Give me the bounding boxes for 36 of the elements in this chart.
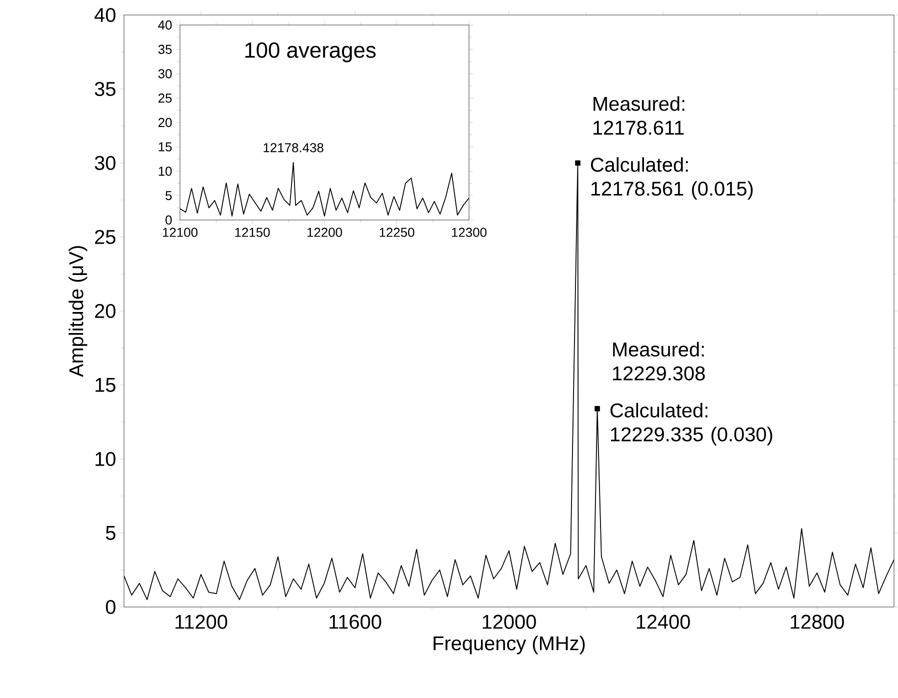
annotation: 100 averages	[245, 42, 376, 62]
y-tick-label: 0	[106, 600, 116, 614]
y-tick-label: 20	[95, 304, 116, 318]
annotation: Measured: 12178.611	[593, 96, 684, 135]
annotation: Measured: 12229.308	[613, 342, 705, 380]
y-axis-title: Amplitude (μV)	[68, 246, 88, 378]
y-tick-label: 20	[158, 118, 172, 128]
x-tick-label: 11600	[330, 614, 382, 629]
x-tick-label: 12400	[636, 614, 690, 629]
x-tick-label: 12150	[235, 228, 270, 237]
y-tick-label: 5	[106, 526, 116, 540]
x-tick-label: 12300	[452, 228, 487, 237]
y-tick-label: 35	[94, 82, 116, 96]
y-tick-label: 40	[94, 8, 116, 22]
y-tick-label: 30	[158, 69, 172, 78]
x-tick-label: 12250	[380, 228, 414, 237]
x-tick-label: 12000	[482, 614, 536, 629]
y-tick-label: 40	[158, 20, 172, 30]
y-tick-label: 35	[158, 44, 172, 54]
y-tick-label: 15	[158, 142, 172, 152]
annotation: 12178.438	[264, 143, 324, 152]
y-tick-label: 25	[95, 230, 116, 244]
y-tick-label: 25	[158, 94, 172, 103]
y-tick-label: 5	[166, 191, 172, 200]
y-tick-label: 10	[158, 166, 172, 176]
y-tick-label: 10	[96, 452, 116, 466]
x-tick-label: 12800	[790, 614, 844, 629]
y-tick-label: 30	[94, 156, 116, 170]
x-tick-label: 12200	[307, 228, 342, 237]
x-tick-label: 12100	[162, 228, 198, 237]
x-tick-label: 11200	[176, 614, 228, 629]
annotation: Calculated: 12229.335 (0.030)	[610, 402, 772, 446]
x-axis-title: Frequency (MHz)	[434, 636, 585, 654]
y-tick-label: 15	[96, 378, 116, 392]
annotation: Calculated: 12178.561 (0.015)	[590, 157, 753, 200]
y-tick-label: 0	[166, 215, 172, 225]
